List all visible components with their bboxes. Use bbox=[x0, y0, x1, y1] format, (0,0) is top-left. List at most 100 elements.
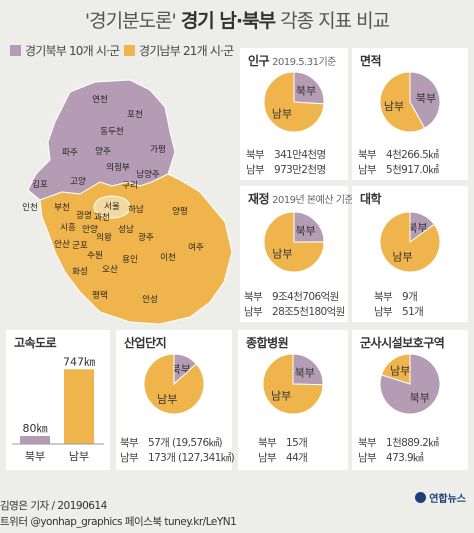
card-university-title: 대학 bbox=[360, 192, 382, 206]
map-city-label: 남양주 bbox=[136, 169, 160, 180]
map-city-label: 안양 bbox=[82, 224, 98, 235]
legend-north-label: 경기북부 10개 시·군 bbox=[25, 44, 120, 58]
map-seoul bbox=[93, 195, 131, 219]
map-city-label: 인천 bbox=[22, 202, 38, 213]
map-city-label: 시흥 bbox=[60, 222, 76, 233]
map-city-label: 안산 bbox=[54, 239, 70, 250]
pie-slice-south bbox=[262, 353, 324, 415]
pie-label-north: 북부 bbox=[407, 221, 427, 234]
map-city-label: 용인 bbox=[122, 254, 138, 265]
legend-south: 경기남부 21개 시·군 bbox=[124, 42, 234, 59]
legend-north: 경기북부 10개 시·군 bbox=[10, 42, 120, 59]
map-city-label: 하남 bbox=[128, 204, 144, 215]
bar-category-label: 북부 bbox=[25, 450, 45, 463]
pie-slice-south bbox=[143, 353, 205, 415]
map-city-label: 군포 bbox=[72, 241, 88, 251]
map-city-label: 광주 bbox=[138, 232, 154, 243]
map-city-label: 포천 bbox=[127, 109, 143, 120]
pie-slice-south bbox=[379, 71, 426, 133]
pie-slice-south bbox=[379, 211, 441, 273]
card-highway-title: 고속도로 bbox=[14, 336, 57, 350]
pie-label-south: 남부 bbox=[390, 365, 410, 378]
map-city-label: 과천 bbox=[94, 212, 110, 223]
card-hospital-title: 종합병원 bbox=[246, 336, 289, 350]
values-area: 북부 4천266.5㎢ 남부 5천917.0㎢ bbox=[358, 149, 439, 176]
values-industrial: 북부 57개 (19,576㎢) 남부 173개 (127,341㎢) bbox=[120, 437, 235, 464]
map-city-label: 동두천 bbox=[100, 126, 123, 137]
map-city-label: 평택 bbox=[92, 290, 108, 301]
agency-logo: 연합뉴스 bbox=[415, 490, 466, 505]
pie-slice-south bbox=[263, 71, 325, 133]
pie-label-south: 남부 bbox=[384, 100, 404, 113]
map-south-region bbox=[39, 173, 233, 325]
map-city-label: 여주 bbox=[188, 242, 204, 253]
card-industrial: 산업단지 북부 남부 북부 57개 (19,576㎢) 남부 173개 (127,34… bbox=[116, 330, 235, 470]
map-city-label: 의왕 bbox=[96, 232, 112, 243]
pie-slice-north bbox=[292, 353, 324, 386]
bar-value-label: 747㎞ bbox=[63, 355, 95, 368]
pie-label-north: 북부 bbox=[296, 224, 316, 237]
map-city-label: 부천 bbox=[54, 202, 70, 213]
pie-slice-north bbox=[293, 71, 325, 105]
card-population: 인구 2019.5.31기준 북부 남부 북부 341만4천명 남부 973만2천명 bbox=[240, 48, 348, 180]
map-city-label: 수원 bbox=[87, 251, 103, 261]
pie-label-north: 북부 bbox=[296, 85, 316, 98]
pie-slice-north bbox=[293, 211, 325, 243]
map-city-label: 성남 bbox=[118, 225, 134, 235]
values-population: 북부 341만4천명 남부 973만2천명 bbox=[246, 149, 326, 176]
chart-title: '경기분도론' 경기 남·북부 각종 지표 비교 bbox=[0, 6, 474, 33]
values-hospital: 북부 15개 남부 44개 bbox=[258, 437, 308, 464]
bar-category-label: 남부 bbox=[69, 450, 89, 463]
card-area: 면적 북부 남부 북부 4천266.5㎢ 남부 5천917.0㎢ bbox=[352, 48, 468, 180]
legend-north-swatch bbox=[10, 45, 21, 56]
pie-label-north: 북부 bbox=[410, 391, 430, 404]
pie-label-north: 북부 bbox=[416, 92, 436, 105]
pie-label-south: 남부 bbox=[392, 251, 412, 264]
legend-south-label: 경기남부 21개 시·군 bbox=[139, 44, 234, 58]
map-city-label: 양평 bbox=[172, 206, 188, 217]
title-prefix: '경기분도론' bbox=[84, 10, 177, 32]
card-highway: 고속도로 80㎞ 북부 747㎞ 남부 bbox=[6, 330, 110, 470]
map-city-label: 연천 bbox=[92, 94, 108, 105]
map-city-label: 고양 bbox=[70, 176, 86, 187]
map-city-label: 이천 bbox=[160, 252, 176, 263]
pie-label-north: 북부 bbox=[295, 366, 315, 379]
bar-south bbox=[64, 369, 94, 444]
pie-slice-south bbox=[263, 211, 325, 273]
map-city-label: 오산 bbox=[102, 264, 118, 275]
map-city-label: 구리 bbox=[122, 181, 138, 191]
card-industrial-title: 산업단지 bbox=[124, 336, 167, 350]
map-city-label: 의정부 bbox=[106, 162, 130, 173]
bar-north bbox=[20, 436, 50, 444]
pie-label-south: 남부 bbox=[272, 248, 292, 261]
card-finance: 재정 2019년 본예산 기준 북부 남부 북부 9조4천706억원 남부 28조5천1… bbox=[240, 186, 354, 322]
pie-label-south: 남부 bbox=[157, 393, 177, 406]
card-population-title: 인구 2019.5.31기준 bbox=[248, 54, 336, 68]
pie-slice-north bbox=[409, 71, 441, 129]
pie-label-south: 남부 bbox=[271, 390, 291, 403]
logo-text: 연합뉴스 bbox=[429, 494, 466, 505]
pie-slice-north bbox=[379, 353, 441, 415]
map-city-label: 서울 bbox=[104, 202, 120, 212]
card-military-title: 군사시설보호구역 bbox=[360, 336, 445, 350]
bar-value-label: 80㎞ bbox=[23, 422, 48, 435]
footer-credit: 김영은 기자 / 20190614 bbox=[0, 500, 107, 512]
values-military: 북부 1천889.2㎢ 남부 473.9㎢ bbox=[358, 437, 439, 464]
map-city-label: 가평 bbox=[150, 144, 166, 155]
map-city-label: 파주 bbox=[62, 148, 78, 158]
title-suffix: 각종 지표 비교 bbox=[280, 10, 390, 32]
logo-mark-icon bbox=[415, 492, 427, 503]
card-finance-title: 재정 2019년 본예산 기준 bbox=[248, 192, 354, 206]
values-university: 북부 9개 남부 51개 bbox=[374, 291, 424, 318]
map-city-label: 김포 bbox=[32, 179, 48, 190]
